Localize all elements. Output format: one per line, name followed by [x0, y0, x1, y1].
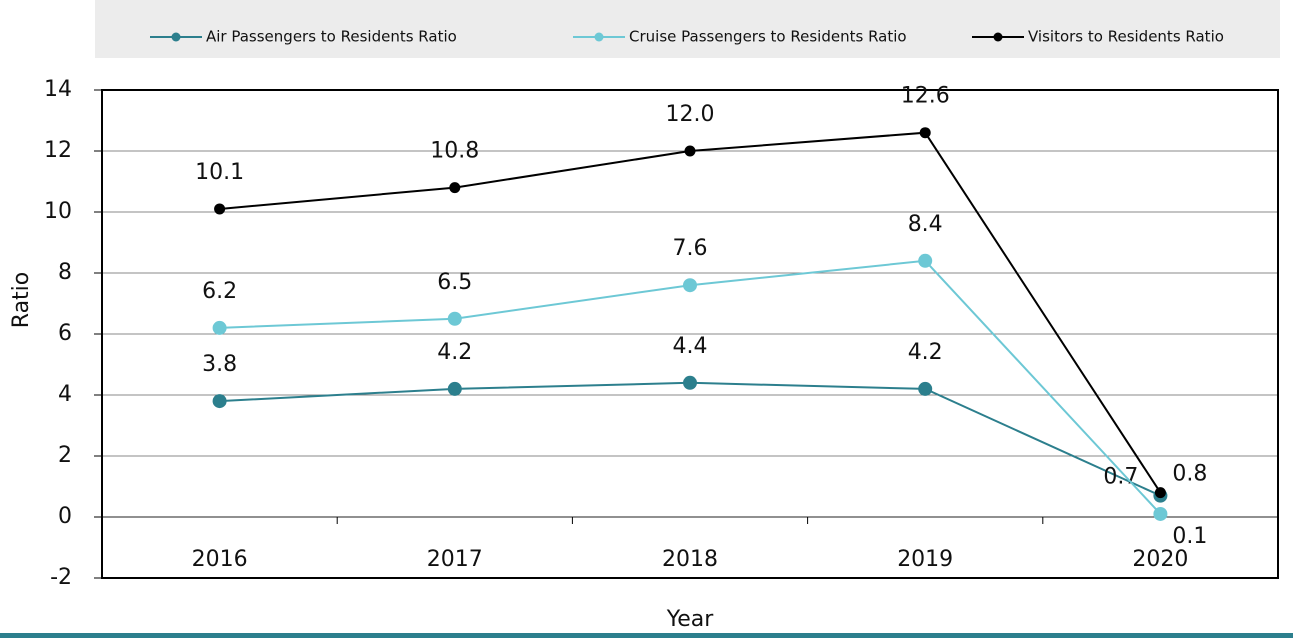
y-tick-label: 10	[44, 199, 72, 224]
x-tick-label: 2019	[897, 547, 953, 572]
y-tick-label: 14	[44, 77, 72, 102]
x-axis-title: Year	[666, 607, 715, 632]
series-line	[219, 131, 1162, 494]
legend-label: Air Passengers to Residents Ratio	[206, 28, 457, 46]
y-tick-label: 12	[44, 138, 72, 163]
data-label: 10.1	[195, 160, 244, 185]
legend-marker	[594, 32, 604, 42]
data-point	[683, 375, 697, 390]
legend-marker	[993, 32, 1003, 42]
data-point	[683, 278, 697, 293]
y-tick-label: 4	[58, 382, 72, 407]
data-label: 4.2	[437, 340, 472, 365]
y-tick-label: 6	[58, 321, 72, 346]
data-label: 8.4	[908, 212, 943, 237]
legend-marker	[171, 32, 181, 42]
data-point	[1154, 487, 1166, 499]
data-label: 6.2	[202, 279, 237, 304]
data-label: 0.1	[1172, 524, 1207, 549]
data-point	[684, 145, 696, 157]
y-tick-label: 8	[58, 260, 72, 285]
data-point	[919, 127, 931, 139]
y-axis-title: Ratio	[9, 272, 34, 328]
data-label: 6.5	[437, 270, 472, 295]
bottom-bar	[0, 633, 1293, 638]
data-label: 0.7	[1103, 465, 1138, 490]
x-tick-label: 2020	[1132, 547, 1188, 572]
legend-background	[95, 0, 1280, 58]
data-point	[212, 394, 227, 409]
legend-label: Visitors to Residents Ratio	[1028, 28, 1224, 46]
y-tick-label: 0	[58, 504, 72, 529]
series-line	[219, 381, 1161, 497]
data-point	[449, 182, 461, 194]
legend-label: Cruise Passengers to Residents Ratio	[629, 28, 907, 46]
data-label: 4.2	[908, 340, 943, 365]
x-tick-label: 2017	[427, 547, 483, 572]
data-label: 0.8	[1172, 462, 1207, 487]
y-tick-label: 2	[58, 443, 72, 468]
data-label: 12.6	[901, 84, 950, 109]
x-tick-label: 2016	[192, 547, 248, 572]
y-tick-label: -2	[50, 565, 72, 590]
data-label: 12.0	[666, 102, 715, 127]
data-label: 7.6	[673, 236, 708, 261]
data-label: 10.8	[430, 139, 479, 164]
data-label: 4.4	[673, 334, 708, 359]
x-tick-label: 2018	[662, 547, 718, 572]
plot-frame	[101, 89, 1279, 579]
data-point	[447, 381, 462, 396]
data-point	[212, 320, 227, 335]
data-point	[447, 311, 462, 326]
data-point	[918, 253, 933, 268]
data-point	[918, 381, 933, 396]
data-point	[1153, 506, 1168, 521]
data-point	[214, 203, 226, 215]
data-label: 3.8	[202, 352, 237, 377]
